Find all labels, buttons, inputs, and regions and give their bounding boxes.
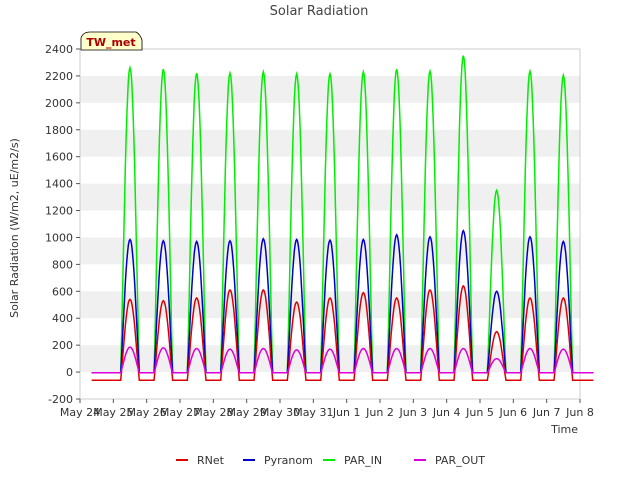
series-line-rnet (91, 284, 594, 381)
y-tick-label: 2200 (45, 70, 73, 83)
legend-label: RNet (197, 454, 225, 467)
station-label-box: TW_met (80, 31, 143, 51)
x-tick-label: Jun 3 (398, 406, 427, 419)
y-axis-label: Solar Radiation (W/m2, uE/m2/s) (8, 138, 21, 318)
x-tick-label: May 24 (60, 406, 100, 419)
y-tick-label: 200 (52, 339, 73, 352)
y-axis-ticks: -200 0 200 400 600 800 1000 1200 1400 1600 1800 200… (45, 43, 80, 406)
series-line-par-in (91, 55, 594, 374)
chart-title: Solar Radiation (270, 4, 369, 19)
legend: RNet Pyranom PAR_IN PAR_OUT (176, 454, 485, 467)
series-line-par-out (91, 346, 594, 374)
y-tick-label: 0 (66, 366, 73, 379)
y-tick-label: 1000 (45, 231, 73, 244)
plot-area (79, 48, 581, 400)
grid-band (80, 129, 580, 157)
x-tick-label: May 26 (127, 406, 167, 419)
grid-band (80, 75, 580, 103)
legend-label: PAR_IN (344, 454, 382, 467)
y-tick-label: 1800 (45, 124, 73, 137)
legend-label: PAR_OUT (435, 454, 485, 467)
legend-label: Pyranom (264, 454, 313, 467)
y-tick-label: 2000 (45, 97, 73, 110)
y-tick-label: 1400 (45, 178, 73, 191)
grid-band (80, 183, 580, 211)
y-tick-label: 2400 (45, 43, 73, 56)
x-tick-label: Jun 2 (365, 406, 394, 419)
x-tick-label: Jun 5 (465, 406, 494, 419)
x-tick-label: May 27 (160, 406, 200, 419)
y-tick-label: -200 (48, 393, 73, 406)
x-tick-label: May 30 (260, 406, 300, 419)
x-tick-label: May 25 (93, 406, 133, 419)
grid-bands (80, 75, 580, 373)
y-tick-label: 400 (52, 312, 73, 325)
y-tick-label: 1200 (45, 205, 73, 218)
x-tick-label: Jun 8 (565, 406, 594, 419)
x-tick-label: May 31 (293, 406, 333, 419)
x-tick-label: Jun 1 (332, 406, 361, 419)
station-label: TW_met (86, 36, 135, 49)
x-tick-label: May 29 (227, 406, 267, 419)
x-tick-label: Jun 6 (498, 406, 527, 419)
series-layer (91, 55, 594, 381)
y-tick-label: 600 (52, 285, 73, 298)
grid-band (80, 291, 580, 319)
x-tick-label: Jun 7 (532, 406, 561, 419)
x-axis-label: Time (550, 423, 578, 436)
y-tick-label: 800 (52, 258, 73, 271)
y-tick-label: 1600 (45, 151, 73, 164)
x-tick-label: Jun 4 (432, 406, 461, 419)
x-tick-label: May 28 (193, 406, 233, 419)
